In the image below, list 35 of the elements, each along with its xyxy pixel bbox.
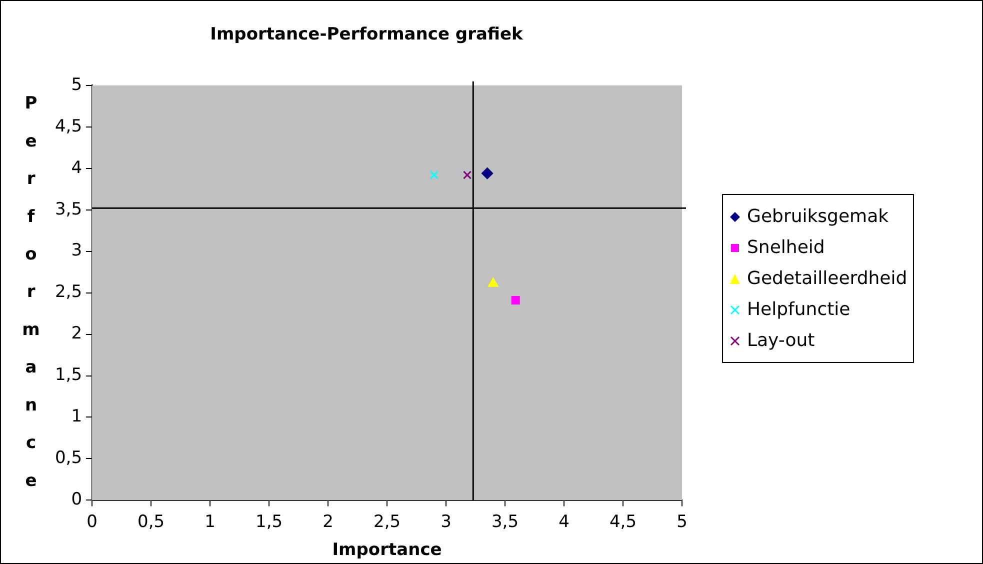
- y-tick-label: 0: [71, 490, 82, 510]
- y-tick-label: 5: [71, 74, 82, 95]
- x-tick-label: 1,5: [256, 512, 283, 532]
- x-tick-label: 0: [86, 512, 98, 532]
- y-tick-label: 2,5: [54, 282, 82, 302]
- y-tick-label: 4: [71, 158, 82, 178]
- x-axis-title: Importance: [332, 540, 442, 560]
- legend-label: Snelheid: [747, 237, 825, 258]
- x-tick-label: 4: [558, 512, 570, 532]
- legend-label: Gedetailleerdheid: [747, 268, 908, 289]
- x-tick-label: 2,5: [373, 512, 401, 532]
- x-tick-label: 0,5: [138, 512, 165, 532]
- y-tick-label: 3: [71, 240, 82, 261]
- y-tick-label: 1: [71, 406, 82, 427]
- point: [482, 168, 494, 180]
- legend-label: Lay-out: [747, 330, 815, 351]
- y-tick-label: 4,5: [54, 116, 82, 136]
- y-tick-label: 0,5: [54, 448, 82, 468]
- legend-label: Gebruiksgemak: [747, 206, 889, 227]
- legend-label: Helpfunctie: [747, 299, 850, 320]
- text: Performance: [22, 94, 40, 491]
- x-tick-label: 1: [204, 512, 216, 532]
- x-tick-label: 5: [676, 512, 688, 532]
- x-tick-label: 3: [440, 512, 452, 532]
- point: [511, 296, 520, 305]
- y-tick-label: 2: [71, 324, 82, 344]
- y-tick-label: 3,5: [54, 199, 82, 220]
- x-tick-label: 2: [322, 512, 334, 532]
- chart-title: Importance-Performance grafiek: [210, 24, 524, 45]
- point: [462, 170, 472, 180]
- point: [488, 278, 498, 287]
- point: [430, 170, 438, 180]
- x-tick-label: 4,5: [609, 512, 637, 532]
- y-tick-label: 1,5: [54, 365, 82, 386]
- x-tick-label: 3,5: [491, 512, 519, 532]
